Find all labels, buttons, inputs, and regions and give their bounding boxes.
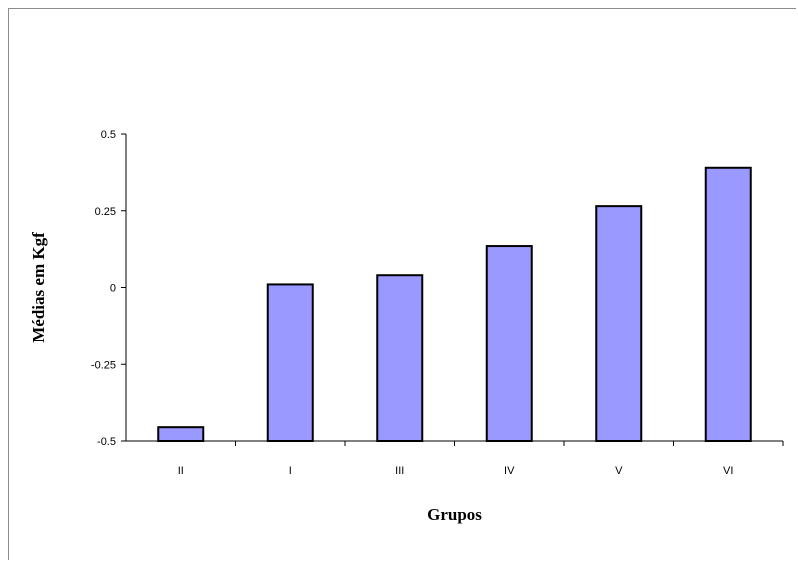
bar-IV — [487, 246, 532, 441]
x-tick-label: III — [395, 465, 404, 477]
bar-II — [158, 427, 203, 441]
x-ticks-group: II I III IV V VI — [178, 441, 783, 477]
bar-I — [268, 284, 313, 441]
x-tick-label: II — [178, 465, 184, 477]
y-tick-label: 0.5 — [101, 129, 116, 141]
bar-VI — [706, 168, 751, 441]
x-tick-label: IV — [504, 465, 515, 477]
y-axis-title: Médias em Kgf — [29, 232, 48, 343]
x-tick-label: VI — [723, 465, 733, 477]
x-axis-title: Grupos — [427, 505, 482, 524]
y-tick-label: -0.5 — [97, 436, 116, 448]
y-tick-label: -0.25 — [91, 359, 116, 371]
x-tick-label: I — [289, 465, 292, 477]
bar-III — [377, 275, 422, 441]
bars-group — [158, 168, 751, 441]
x-tick-label: V — [615, 465, 623, 477]
y-tick-label: 0.25 — [95, 206, 116, 218]
y-tick-label: 0 — [110, 283, 116, 295]
y-ticks-group: -0.5 -0.25 0 0.25 0.5 — [91, 129, 126, 448]
bar-V — [596, 206, 641, 441]
